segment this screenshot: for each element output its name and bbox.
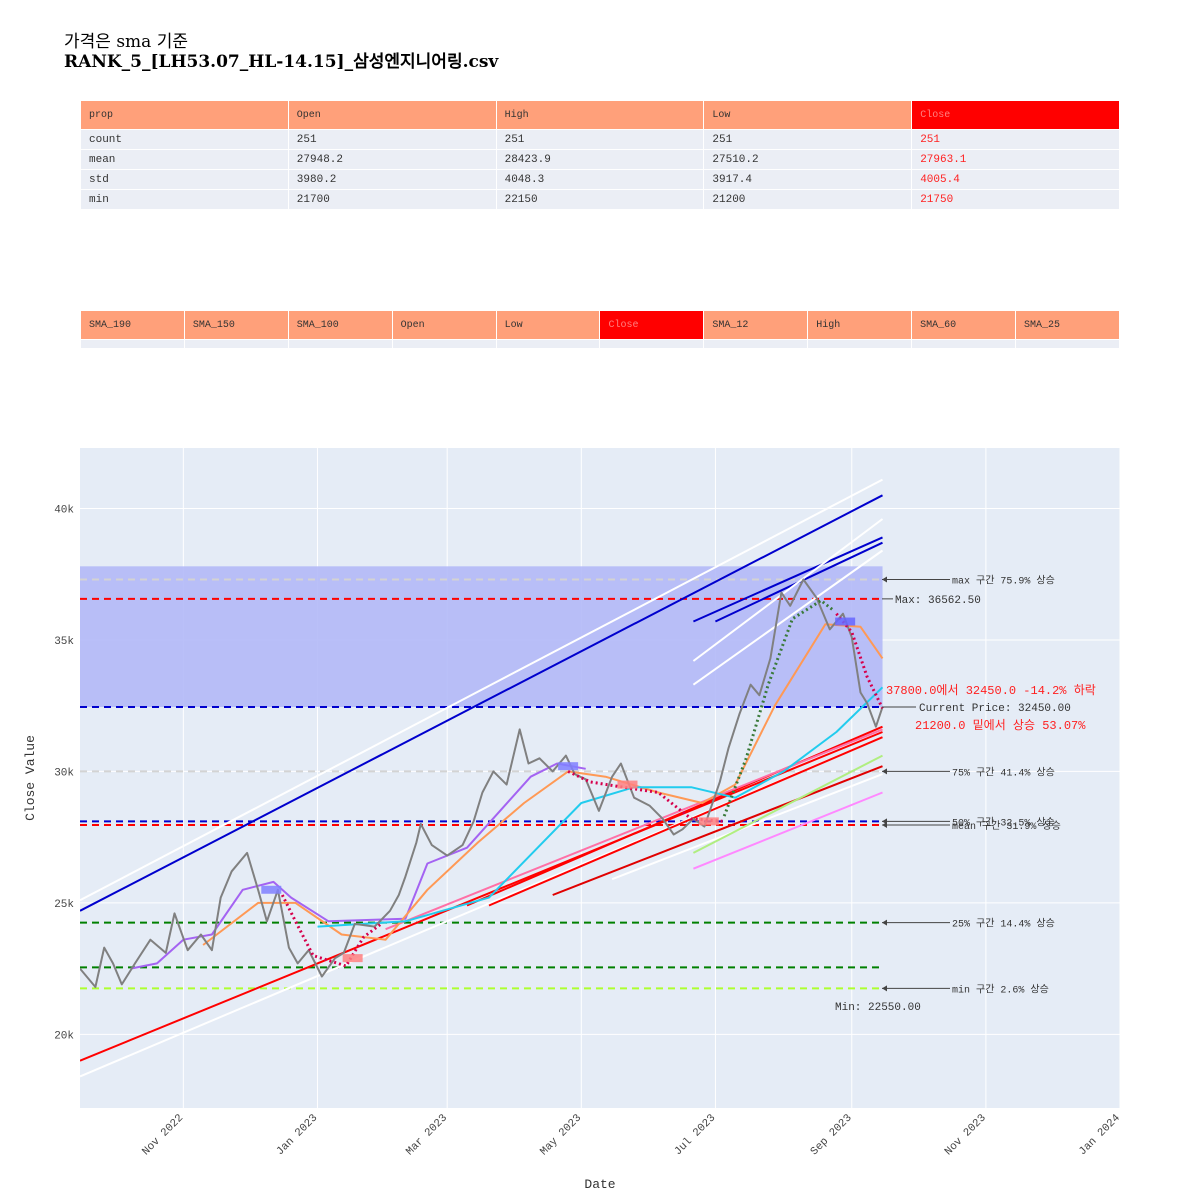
y-axis-label: Close Value [23, 735, 38, 821]
y-tick-label: 40k [54, 504, 74, 516]
level-label: 50% 구간 32.5% 상승 [952, 816, 1055, 829]
level-arrow-head [882, 919, 887, 926]
sma-header-close: Close [599, 310, 705, 340]
stats-header-high: High [495, 100, 705, 130]
trend-line [488, 736, 883, 907]
table-cell: mean [80, 149, 289, 170]
level-arrow-head [882, 576, 887, 583]
trend-line [692, 549, 884, 686]
table-row: min 21700 22150 21200 21750 [80, 189, 1120, 210]
y-tick-label: 30k [54, 767, 74, 779]
level-label: min 구간 2.6% 상승 [952, 983, 1049, 996]
signal-marker [342, 954, 363, 963]
x-tick-label: Jan 2024 [1077, 1112, 1123, 1158]
sma-header-low: Low [495, 310, 601, 340]
table-cell: 3980.2 [287, 169, 497, 190]
stats-table: prop Open High Low Close count 251 251 251 251 me… [80, 100, 1120, 210]
x-tick-label: Sep 2023 [809, 1112, 855, 1158]
table-cell: 21200 [703, 189, 913, 210]
sma-header-sma_60: SMA_60 [911, 310, 1017, 340]
chart-title: 가격은 sma 기준 RANK_5_[LH53.07_HL-14.15]_삼성엔… [64, 32, 498, 72]
x-axis-label: Date [584, 1177, 615, 1192]
trend-line [692, 536, 883, 623]
signal-marker [261, 885, 282, 894]
min-label: Min: 22550.00 [835, 1002, 921, 1014]
trend-line [552, 765, 883, 896]
level-label: 25% 구간 14.4% 상승 [952, 918, 1055, 931]
plot-layer [80, 478, 884, 1078]
trend-line [80, 731, 883, 1062]
down-trend-dots [280, 894, 383, 968]
level-arrow-head [882, 821, 887, 828]
x-tick-label: Jan 2023 [274, 1112, 320, 1158]
sma-header-open: Open [391, 310, 497, 340]
sma-header-sma_25: SMA_25 [1015, 310, 1120, 340]
trend-line [692, 754, 883, 854]
trend-line [692, 518, 884, 662]
table-cell: 21700 [287, 189, 497, 210]
y-tick-label: 25k [54, 899, 74, 911]
x-tick-label: May 2023 [538, 1112, 584, 1158]
sma-header-sma_150: SMA_150 [183, 310, 289, 340]
table-cell: 251 [495, 129, 705, 150]
rise-annotation: 21200.0 밑에서 상승 53.07% [915, 718, 1086, 733]
stats-header-open: Open [287, 100, 497, 130]
signal-marker [835, 617, 856, 626]
x-tick-label: Jul 2023 [672, 1112, 718, 1158]
table-cell: 27948.2 [287, 149, 497, 170]
signal-marker [558, 762, 579, 771]
max-label: Max: 36562.50 [895, 595, 981, 607]
level-label: mean 구간 31.9% 상승 [952, 820, 1061, 833]
trend-line [385, 728, 883, 931]
up-trend-dots [722, 598, 836, 817]
sma-header-sma_190: SMA_190 [80, 310, 185, 340]
shaded-band [80, 566, 883, 708]
table-cell [1015, 339, 1120, 349]
plot-area [80, 448, 1120, 1108]
table-cell: 28423.9 [495, 149, 705, 170]
table-cell: 22150 [495, 189, 705, 210]
level-arrow-head [882, 985, 887, 992]
signal-marker [698, 817, 719, 826]
trend-line [693, 791, 883, 870]
level-arrow-head [882, 768, 887, 775]
table-cell: 4048.3 [495, 169, 705, 190]
current-price-label: Current Price: 32450.00 [919, 703, 1071, 715]
sma-line [130, 762, 586, 970]
table-cell: 21750 [911, 189, 1120, 210]
table-cell: 27963.1 [911, 149, 1120, 170]
level-label: max 구간 75.9% 상승 [952, 574, 1055, 587]
y-tick-label: 20k [54, 1030, 74, 1042]
down-trend-dots [567, 770, 725, 823]
x-tick-label: Mar 2023 [404, 1112, 450, 1158]
table-cell: count [80, 129, 289, 150]
close-series-line [80, 578, 884, 988]
sma-header-sma_12: SMA_12 [703, 310, 809, 340]
table-cell: min [80, 189, 289, 210]
drop-annotation: 37800.0에서 32450.0 -14.2% 하락 [886, 683, 1096, 698]
trend-line [80, 494, 883, 912]
title-line-2: RANK_5_[LH53.07_HL-14.15]_삼성엔지니어링.csv [64, 52, 499, 72]
table-row: std 3980.2 4048.3 3917.4 4005.4 [80, 169, 1120, 190]
table-cell: std [80, 169, 289, 190]
trend-line [611, 773, 883, 881]
title-line-1: 가격은 sma 기준 [64, 32, 188, 52]
signal-marker [617, 780, 638, 789]
stats-header-prop: prop [80, 100, 289, 130]
x-tick-label: Nov 2022 [140, 1112, 186, 1158]
level-label: 75% 구간 41.4% 상승 [952, 766, 1055, 779]
table-cell: 3917.4 [703, 169, 913, 190]
sma-table: SMA_190 SMA_150 SMA_100 Open Low Close SMA_12 H… [80, 310, 1120, 349]
x-tick-label: Nov 2023 [943, 1112, 989, 1158]
table-cell: 251 [911, 129, 1120, 150]
trend-line [80, 478, 883, 902]
y-tick-label: 35k [54, 636, 74, 648]
